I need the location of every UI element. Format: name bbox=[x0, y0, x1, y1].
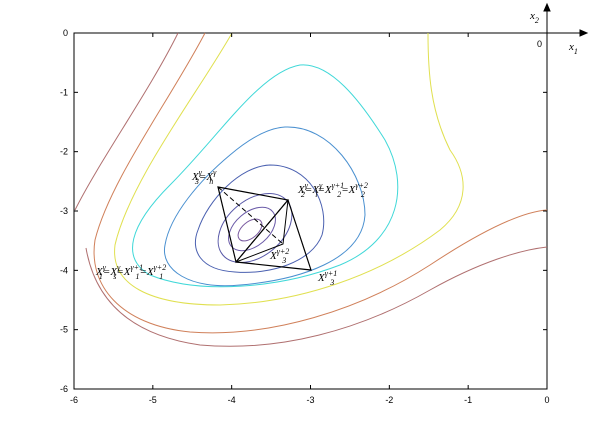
subscript: 3 bbox=[281, 256, 286, 265]
symbol: = bbox=[341, 184, 348, 196]
superscript: γ+2 bbox=[277, 247, 290, 256]
subscript: 1 bbox=[159, 272, 163, 281]
symbol: = bbox=[305, 184, 312, 196]
subscript: h bbox=[209, 177, 213, 186]
contour bbox=[228, 206, 276, 252]
corner-axes bbox=[543, 2, 589, 42]
subscript: 3 bbox=[329, 278, 334, 287]
superscript: γ+1 bbox=[325, 269, 338, 278]
superscript: γ bbox=[103, 263, 107, 272]
y-tick-label: -1 bbox=[60, 87, 68, 97]
x-tick-label: -1 bbox=[464, 395, 472, 405]
simplex-edge bbox=[235, 199, 312, 271]
superscript: γ+1 bbox=[131, 263, 144, 272]
contour bbox=[114, 32, 464, 306]
subscript: 2 bbox=[337, 190, 341, 199]
subscript: 2 bbox=[535, 16, 539, 25]
x-tick-label: -4 bbox=[228, 395, 236, 405]
symbol: X bbox=[311, 184, 320, 196]
x-tick-label: 0 bbox=[544, 395, 549, 405]
superscript: γ bbox=[199, 168, 203, 177]
y-tick-label: 0 bbox=[63, 28, 68, 38]
simplex bbox=[217, 186, 312, 271]
symbol: = bbox=[139, 266, 146, 278]
symbol: X bbox=[297, 184, 306, 196]
y-tick-label: -5 bbox=[60, 325, 68, 335]
subscript: 3 bbox=[194, 177, 199, 186]
superscript: γ+1 bbox=[332, 181, 345, 190]
subscript: 1 bbox=[574, 47, 578, 56]
annotation: Xγ 2=Xγ l=Xγ+1 2=Xγ+2 2 bbox=[297, 181, 368, 199]
subscript: 2 bbox=[361, 190, 365, 199]
x-tick-label: -5 bbox=[149, 395, 157, 405]
subscript: s bbox=[113, 272, 116, 281]
annotation: Xγ+1 3 bbox=[317, 269, 337, 287]
contour bbox=[93, 32, 548, 334]
symbol: X bbox=[95, 266, 104, 278]
symbol: X bbox=[348, 184, 357, 196]
arrow-head bbox=[543, 2, 551, 12]
symbol: X bbox=[123, 266, 132, 278]
contour bbox=[132, 64, 399, 288]
simplex-edge bbox=[235, 199, 289, 263]
origin-label: 0 bbox=[537, 39, 542, 49]
contour bbox=[194, 164, 325, 273]
symbol: X bbox=[324, 184, 333, 196]
subscript: l bbox=[315, 190, 318, 199]
symbol: = bbox=[199, 171, 206, 183]
symbol: = bbox=[116, 266, 123, 278]
symbol: X bbox=[317, 272, 326, 284]
contour bbox=[74, 32, 179, 211]
x-tick-label: -3 bbox=[306, 395, 314, 405]
y-tick-label: -2 bbox=[60, 147, 68, 157]
symbol: x bbox=[529, 10, 535, 22]
superscript: γ bbox=[319, 181, 323, 190]
symbol: x bbox=[568, 41, 574, 53]
y-tick-label: -3 bbox=[60, 206, 68, 216]
symbol: X bbox=[269, 250, 278, 262]
symbol: = bbox=[317, 184, 324, 196]
arrow-head bbox=[579, 29, 589, 37]
plot-frame bbox=[73, 32, 548, 390]
contour bbox=[85, 246, 548, 347]
subscript: 2 bbox=[301, 190, 305, 199]
y-tick-label: -6 bbox=[60, 384, 68, 394]
symbol: X bbox=[146, 266, 155, 278]
subscript: 1 bbox=[135, 272, 139, 281]
simplex-diagonal bbox=[217, 186, 289, 263]
symbol: = bbox=[103, 266, 110, 278]
x-tick-label: -6 bbox=[70, 395, 78, 405]
subscript: 1 bbox=[99, 272, 103, 281]
contours bbox=[74, 32, 548, 347]
x-tick-label: -2 bbox=[385, 395, 393, 405]
superscript: γ bbox=[305, 181, 309, 190]
annotation: Xγ+2 3 bbox=[269, 247, 289, 265]
symbol: X bbox=[205, 171, 214, 183]
annotation: Xγ 1=Xγ s=Xγ+1 1=Xγ+2 1 bbox=[95, 263, 166, 281]
superscript: γ+2 bbox=[355, 181, 368, 190]
y-tick-label: -4 bbox=[60, 265, 68, 275]
contour bbox=[237, 218, 263, 242]
symbol: X bbox=[109, 266, 118, 278]
superscript: γ+2 bbox=[154, 263, 167, 272]
symbol: X bbox=[191, 171, 200, 183]
axis-name: x1 bbox=[568, 41, 578, 56]
axis-name: x2 bbox=[529, 10, 539, 25]
contour bbox=[163, 126, 366, 287]
superscript: γ bbox=[117, 263, 121, 272]
annotation: Xγ 3=Xγ h bbox=[191, 168, 217, 186]
superscript: γ bbox=[213, 168, 217, 177]
